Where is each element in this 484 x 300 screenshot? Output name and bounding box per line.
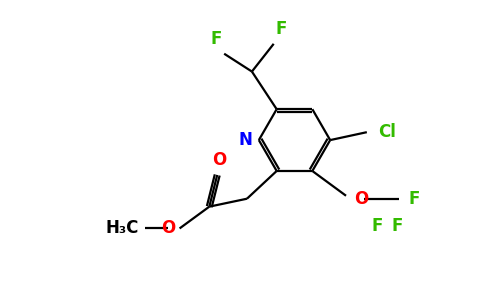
Text: F: F <box>408 190 420 208</box>
Text: F: F <box>276 20 287 38</box>
Text: F: F <box>211 30 222 48</box>
Text: O: O <box>161 219 176 237</box>
Text: Cl: Cl <box>378 123 395 141</box>
Text: H₃C: H₃C <box>106 219 139 237</box>
Text: F: F <box>392 217 403 235</box>
Text: O: O <box>212 151 227 169</box>
Text: O: O <box>354 190 368 208</box>
Text: F: F <box>372 217 383 235</box>
Text: N: N <box>238 131 252 149</box>
